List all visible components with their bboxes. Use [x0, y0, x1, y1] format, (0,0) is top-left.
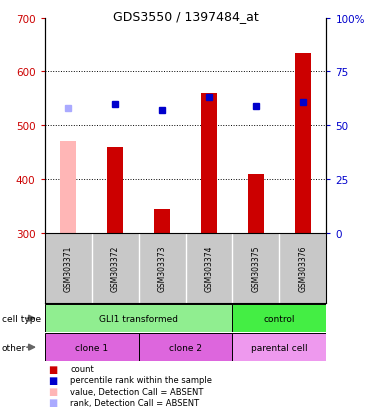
Bar [107, 147, 123, 233]
Bar [201, 94, 217, 233]
Text: other: other [2, 343, 26, 352]
Text: GSM303375: GSM303375 [252, 245, 260, 292]
Bar [154, 209, 170, 233]
Text: ■: ■ [48, 386, 58, 396]
Text: cell type: cell type [2, 314, 41, 323]
Text: control: control [264, 314, 295, 323]
Text: clone 2: clone 2 [169, 343, 202, 352]
Bar [45, 333, 138, 361]
Bar [295, 54, 311, 233]
Text: GSM303376: GSM303376 [299, 245, 308, 292]
Text: GLI1 transformed: GLI1 transformed [99, 314, 178, 323]
Text: GDS3550 / 1397484_at: GDS3550 / 1397484_at [113, 10, 258, 23]
Bar [45, 304, 233, 332]
Text: ■: ■ [48, 397, 58, 407]
Text: parental cell: parental cell [251, 343, 308, 352]
Bar [138, 333, 233, 361]
Text: GSM303374: GSM303374 [204, 245, 213, 292]
Text: count: count [70, 364, 94, 373]
Text: GSM303373: GSM303373 [158, 245, 167, 292]
Text: GSM303372: GSM303372 [111, 245, 119, 292]
Text: percentile rank within the sample: percentile rank within the sample [70, 375, 213, 385]
Bar [248, 174, 264, 233]
Text: ■: ■ [48, 364, 58, 374]
Text: ■: ■ [48, 375, 58, 385]
Text: value, Detection Call = ABSENT: value, Detection Call = ABSENT [70, 387, 204, 396]
Text: GSM303371: GSM303371 [63, 245, 72, 292]
Bar [233, 333, 326, 361]
Text: rank, Detection Call = ABSENT: rank, Detection Call = ABSENT [70, 398, 200, 407]
Text: clone 1: clone 1 [75, 343, 108, 352]
Bar [60, 142, 76, 233]
Bar [233, 304, 326, 332]
